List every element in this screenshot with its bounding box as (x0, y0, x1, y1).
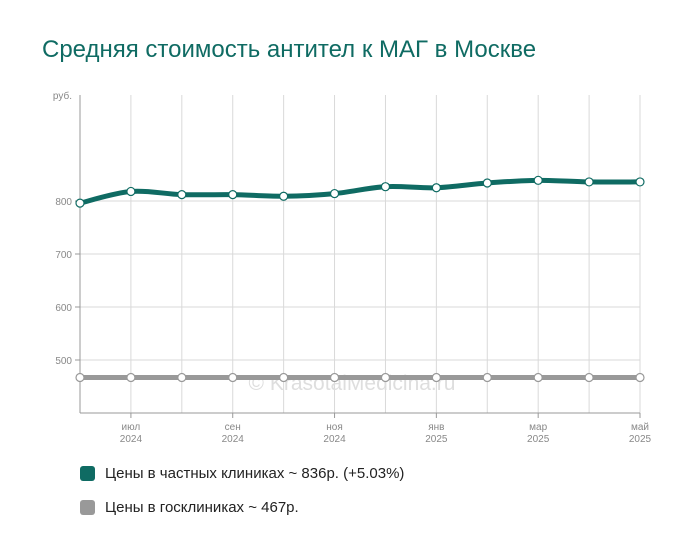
data-point[interactable] (329, 188, 340, 199)
data-point[interactable] (533, 372, 543, 383)
data-point[interactable] (380, 182, 391, 192)
data-point[interactable] (482, 372, 492, 383)
y-tick-label: 600 (55, 303, 72, 314)
data-point[interactable] (228, 372, 238, 383)
data-point[interactable] (584, 177, 594, 187)
x-tick-label-year: 2024 (222, 434, 245, 445)
data-point[interactable] (75, 372, 85, 383)
x-tick-label-year: 2025 (527, 434, 550, 445)
data-point[interactable] (431, 372, 441, 383)
data-point[interactable] (279, 372, 289, 383)
x-tick-label-year: 2025 (425, 434, 448, 445)
data-point[interactable] (75, 198, 85, 208)
x-tick-label-year: 2024 (120, 434, 143, 445)
y-tick-label: 500 (55, 356, 72, 367)
x-tick-label-month: июл (122, 422, 141, 433)
y-tick-label: 700 (55, 250, 72, 261)
legend-label-private: Цены в частных клиниках ~ 836р. (+5.03%) (105, 465, 405, 482)
data-points (75, 175, 645, 383)
data-point[interactable] (177, 190, 187, 200)
data-point[interactable] (635, 177, 645, 187)
x-tick-label-month: мар (529, 422, 547, 433)
x-tick-label-year: 2025 (629, 434, 652, 445)
y-axis-label: руб. (53, 90, 72, 102)
series-line-private (77, 177, 643, 206)
data-point[interactable] (126, 372, 136, 383)
y-tick-label: 800 (55, 197, 72, 208)
legend-swatch-public (80, 500, 95, 515)
data-point[interactable] (279, 191, 289, 201)
data-point[interactable] (431, 183, 441, 193)
data-point[interactable] (482, 178, 492, 188)
legend-item-public[interactable]: Цены в госклиниках ~ 467р. (80, 499, 299, 516)
x-tick-label-month: янв (428, 422, 444, 433)
data-point[interactable] (533, 175, 543, 185)
grid (80, 95, 641, 413)
x-tick-label-month: ноя (326, 422, 343, 433)
data-point[interactable] (329, 372, 340, 383)
data-point[interactable] (380, 372, 391, 383)
series (77, 177, 643, 380)
legend-label-public: Цены в госклиниках ~ 467р. (105, 499, 299, 516)
data-point[interactable] (584, 372, 594, 383)
data-point[interactable] (126, 186, 136, 197)
data-point[interactable] (228, 190, 238, 200)
data-point[interactable] (635, 372, 645, 383)
legend-item-private[interactable]: Цены в частных клиниках ~ 836р. (+5.03%) (80, 465, 404, 482)
data-point[interactable] (177, 372, 187, 383)
x-tick-label-month: май (631, 422, 649, 433)
x-tick-label-year: 2024 (323, 434, 346, 445)
chart-title: Средняя стоимость антител к МАГ в Москве (42, 36, 537, 63)
x-tick-label-month: сен (225, 422, 241, 433)
legend-swatch-private (80, 466, 95, 481)
